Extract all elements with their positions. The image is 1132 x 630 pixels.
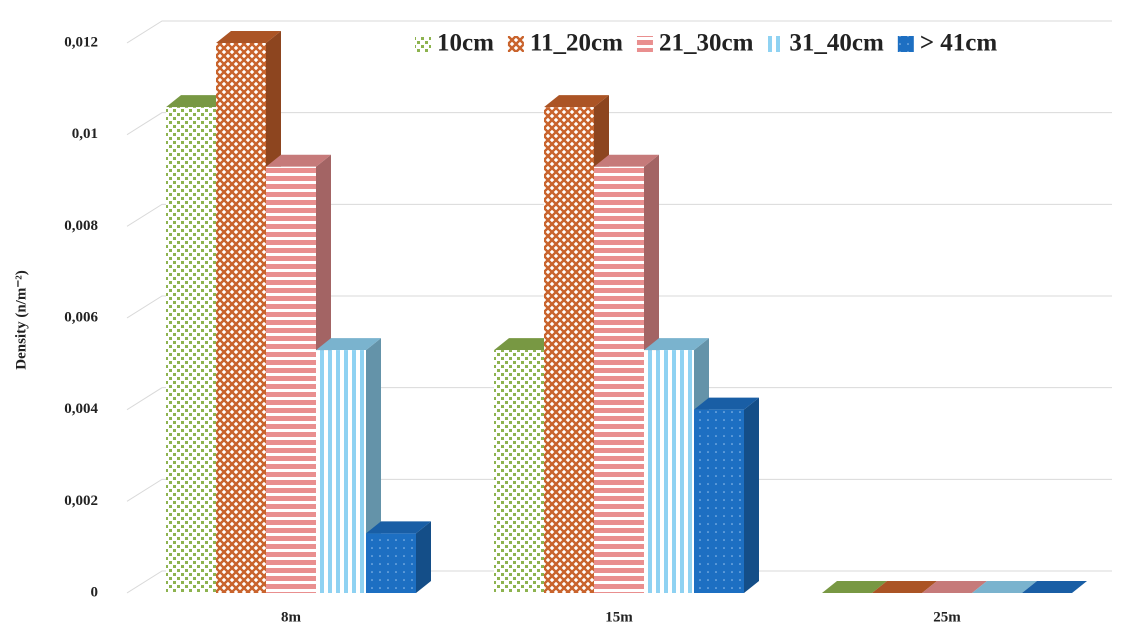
grid-line (126, 295, 1112, 319)
grid-line (126, 112, 1112, 136)
bar (216, 43, 266, 593)
y-tick-label: 0 (91, 584, 99, 600)
bar-top (822, 581, 887, 593)
legend-swatch (767, 36, 784, 52)
bar-top (644, 338, 709, 351)
grid-line (126, 570, 1112, 594)
y-tick-label: 0,006 (64, 309, 98, 325)
y-tick-label: 0,004 (64, 401, 98, 417)
bar (544, 107, 594, 594)
x-tick-label: 8m (281, 609, 302, 625)
legend-swatch (897, 36, 914, 52)
y-tick-label: 0,002 (64, 493, 98, 509)
legend-swatch (507, 36, 524, 52)
bar (694, 409, 744, 593)
bar-top (166, 95, 231, 108)
bar-side (744, 397, 759, 593)
bar (366, 533, 416, 593)
bar-top (316, 338, 381, 351)
bar-top (872, 581, 937, 593)
grid-line (126, 478, 1112, 502)
bar-top (366, 521, 431, 534)
x-tick-label: 15m (605, 609, 633, 625)
bar-top (266, 154, 331, 167)
bar (594, 166, 644, 593)
y-tick-label: 0,008 (64, 218, 98, 234)
grid-line (126, 20, 1112, 44)
grid-line (126, 387, 1112, 411)
bar-top (694, 397, 759, 410)
legend-label: 31_40cm (789, 30, 884, 57)
legend-swatch (636, 36, 653, 52)
grid-line (126, 203, 1112, 227)
legend-label: 11_20cm (530, 30, 623, 57)
bar-top (216, 31, 281, 43)
bar (494, 350, 544, 593)
bar-top (1022, 581, 1087, 593)
bar (166, 107, 216, 594)
bar (644, 350, 694, 593)
legend-label: > 41cm (920, 30, 998, 57)
legend-swatch (415, 36, 431, 52)
y-axis-label: Density (n/m⁻²) (13, 270, 29, 370)
bar (316, 350, 366, 593)
x-tick-label: 25m (933, 609, 961, 625)
bar-top (544, 95, 609, 108)
bar-top (494, 338, 559, 351)
legend-label: 10cm (437, 30, 494, 57)
y-tick-label: 0,01 (72, 126, 98, 142)
bar-top (922, 581, 987, 593)
bar-top (594, 154, 659, 167)
bar (266, 166, 316, 593)
bar-side (416, 521, 431, 593)
bar-top (972, 581, 1037, 593)
legend-label: 21_30cm (659, 30, 754, 57)
y-tick-label: 0,012 (64, 34, 98, 50)
